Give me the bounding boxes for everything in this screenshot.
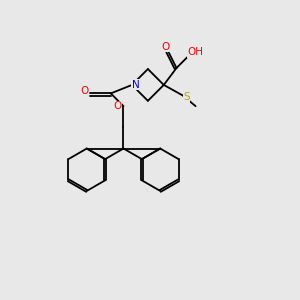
Text: OH: OH bbox=[188, 47, 204, 57]
Text: O: O bbox=[113, 101, 121, 111]
Text: N: N bbox=[132, 80, 140, 90]
Text: S: S bbox=[183, 92, 190, 102]
Text: O: O bbox=[161, 42, 169, 52]
Text: O: O bbox=[80, 86, 88, 96]
